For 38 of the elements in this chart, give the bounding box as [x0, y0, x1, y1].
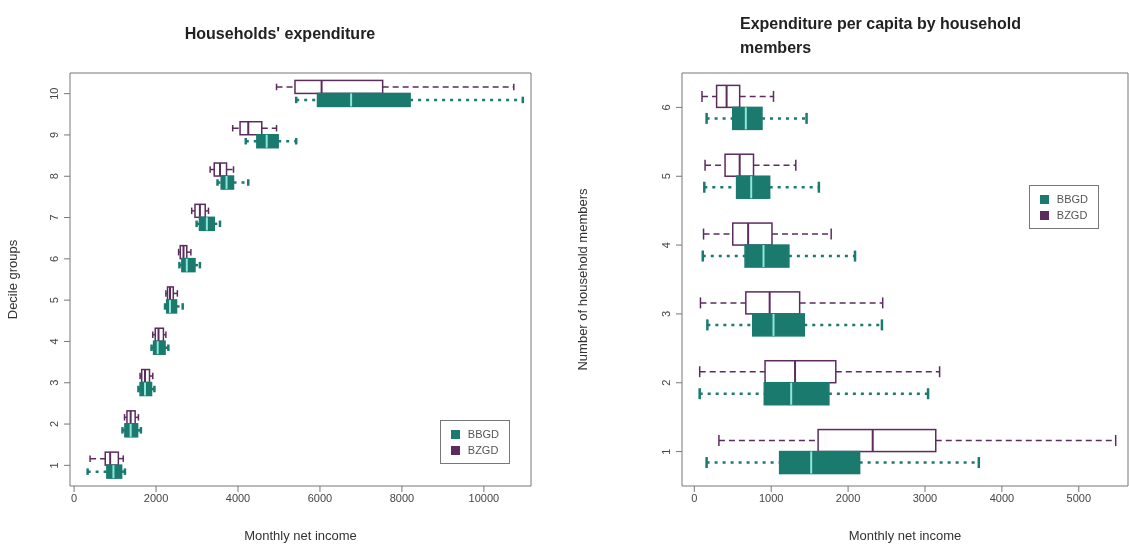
x-axis-title: Monthly net income [848, 528, 962, 543]
x-tick-label: 0 [691, 491, 698, 504]
legend-label: BBGD [1056, 192, 1088, 207]
x-tick-label: 2000 [835, 491, 861, 504]
y-tick-label: 7 [48, 214, 60, 221]
x-tick-label: 4000 [225, 491, 251, 504]
y-tick-label: 2 [660, 379, 672, 386]
legend-label: BBGD [467, 427, 499, 442]
x-tick-label: 1000 [758, 491, 784, 504]
x-tick-label: 2000 [143, 491, 169, 504]
y-axis-title: Decile groups [4, 239, 20, 320]
y-tick-label: 3 [48, 379, 60, 386]
x-tick-label: 3000 [912, 491, 938, 504]
y-tick-label: 6 [48, 255, 60, 262]
legend-label: BZGD [1056, 208, 1088, 223]
y-tick-label: 9 [48, 131, 60, 139]
y-tick-label: 2 [48, 420, 60, 428]
x-tick-label: 6000 [307, 491, 333, 504]
x-tick-label: 8000 [389, 491, 415, 504]
y-tick-label: 6 [660, 104, 672, 111]
y-tick-label: 3 [660, 310, 672, 317]
y-tick-label: 5 [48, 297, 60, 304]
x-tick-label: 10000 [468, 491, 500, 504]
y-tick-label: 4 [48, 338, 60, 345]
legend-label: BZGD [467, 443, 499, 458]
chart-title: Households' expenditure [183, 25, 377, 43]
x-tick-label: 5000 [1066, 491, 1092, 504]
x-tick-label: 0 [71, 491, 78, 504]
chart-title: Expenditure per capita by household members [740, 14, 1022, 58]
y-tick-label: 8 [48, 173, 60, 180]
y-tick-label: 10 [48, 87, 60, 100]
x-tick-label: 4000 [989, 491, 1015, 504]
y-axis-title: Number of household members [574, 187, 590, 371]
y-tick-label: 4 [660, 242, 672, 249]
y-tick-label: 5 [660, 173, 672, 180]
x-axis-title: Monthly net income [244, 528, 357, 543]
y-tick-label: 1 [660, 448, 672, 455]
y-tick-label: 1 [48, 462, 60, 469]
